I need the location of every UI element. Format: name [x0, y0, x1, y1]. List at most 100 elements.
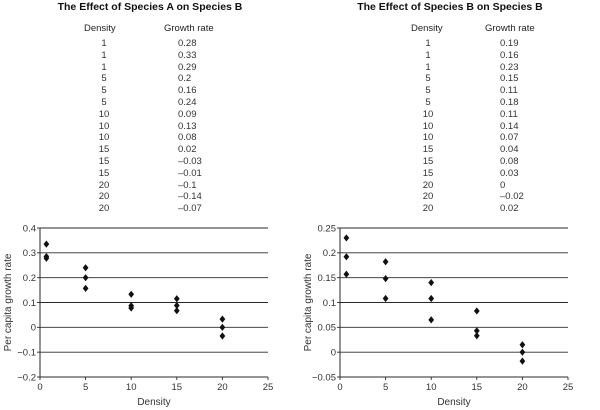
table-cell-growth-rate: 0.23: [500, 61, 519, 73]
data-point: [343, 234, 350, 242]
x-tick-label: 15: [472, 382, 483, 393]
y-axis-label: Per capita growth rate: [303, 253, 314, 351]
table-cell-density: 5: [425, 85, 431, 97]
table-cell-density: 10: [422, 132, 434, 144]
x-axis-label: Density: [437, 397, 470, 408]
table-cell-growth-rate: 0.14: [500, 120, 519, 132]
table-cell-growth-rate: 0.13: [178, 120, 197, 132]
data-point: [82, 274, 89, 282]
table-cell-density: 10: [98, 120, 110, 132]
y-tick-label: 0.1: [23, 298, 36, 309]
table-cell-density: 15: [98, 167, 110, 179]
table-cell-density: 5: [425, 97, 431, 108]
table-cell-density: 1: [425, 49, 431, 61]
y-tick-label: −0.05: [312, 372, 336, 383]
table-title: The Effect of Species B on Species B: [357, 1, 543, 13]
data-point: [382, 258, 389, 266]
table-cell-density: 20: [98, 203, 110, 215]
table-cell-density: 5: [101, 97, 107, 108]
table-cell-density: 10: [422, 108, 434, 120]
y-tick-label: 0.4: [23, 223, 36, 234]
x-tick-label: 5: [83, 382, 88, 393]
column-header-density: Density: [84, 23, 116, 34]
data-point: [343, 270, 350, 278]
y-tick-label: 0.3: [23, 248, 36, 259]
table-cell-density: 20: [422, 203, 434, 215]
data-point: [519, 357, 526, 365]
y-tick-label: 0.25: [318, 223, 337, 234]
table-cell-growth-rate: 0: [500, 179, 506, 191]
table-cell-growth-rate: 0.02: [178, 144, 197, 156]
y-tick-label: 0.05: [318, 323, 337, 334]
data-point: [173, 295, 180, 303]
table-cell-density: 20: [422, 191, 434, 203]
table-cell-density: 1: [425, 38, 431, 49]
table-cell-density: 15: [98, 144, 110, 156]
y-tick-label: 0.2: [23, 273, 36, 284]
y-tick-label: 0.15: [318, 273, 337, 284]
species-a-panel: The Effect of Species A on Species B Den…: [3, 1, 274, 408]
x-tick-label: 25: [263, 382, 274, 393]
data-point: [82, 264, 89, 272]
column-header-growth-rate: Growth rate: [485, 23, 535, 34]
data-point: [519, 348, 526, 356]
y-tick-label: 0.1: [323, 298, 336, 309]
table-cell-growth-rate: 0.29: [178, 61, 197, 73]
table-cell-growth-rate: 0.33: [178, 49, 197, 61]
table-cell-growth-rate: –0.1: [178, 179, 197, 191]
table-cell-growth-rate: 0.28: [178, 38, 197, 49]
table-cell-growth-rate: 0.16: [178, 85, 197, 97]
table-cell-density: 1: [101, 49, 107, 61]
y-tick-label: −0.1: [17, 347, 36, 358]
species-b-panel: The Effect of Species B on Species B Den…: [300, 0, 600, 410]
scatter-plot: −0.2 −0.1 0 0.1 0.2 0.3 0.4 0 5 10 15 20 25 Density Pe…: [3, 223, 274, 408]
x-tick-label: 25: [563, 382, 574, 393]
y-tick-label: 0.2: [323, 248, 336, 259]
table-cell-density: 1: [101, 38, 107, 49]
table-cell-growth-rate: 0.2: [178, 73, 192, 85]
table-cell-growth-rate: –0.07: [178, 203, 202, 215]
table-cell-growth-rate: 0.02: [500, 203, 519, 215]
table-cell-density: 1: [425, 61, 431, 73]
data-point: [473, 332, 480, 340]
data-point: [473, 327, 480, 335]
table-cell-growth-rate: 0.07: [500, 132, 519, 144]
data-point: [128, 290, 135, 298]
data-point: [219, 315, 226, 323]
y-axis-label: Per capita growth rate: [3, 253, 14, 351]
data-point: [343, 253, 350, 261]
table-cell-density: 10: [98, 132, 110, 144]
y-tick-label: 0: [31, 323, 36, 334]
column-header-growth-rate: Growth rate: [164, 23, 214, 34]
data-point: [519, 341, 526, 349]
table-cell-growth-rate: 0.09: [178, 108, 197, 120]
data-point: [382, 294, 389, 303]
x-tick-label: 0: [37, 382, 42, 393]
table-cell-density: 15: [422, 144, 434, 156]
data-point: [473, 307, 480, 315]
data-point: [428, 294, 435, 303]
table-cell-growth-rate: 0.08: [178, 132, 197, 144]
table-cell-density: 20: [98, 179, 110, 191]
table-cell-growth-rate: 0.03: [500, 167, 519, 179]
table-cell-density: 5: [101, 73, 107, 85]
data-point: [82, 284, 89, 292]
table-cell-growth-rate: 0.19: [500, 38, 519, 49]
x-tick-label: 20: [217, 382, 228, 393]
table-title: The Effect of Species A on Species B: [57, 1, 243, 13]
table-cell-growth-rate: –0.01: [178, 167, 202, 179]
data-point: [382, 275, 389, 283]
x-tick-label: 10: [126, 382, 137, 393]
table-cell-density: 1: [101, 61, 107, 73]
x-tick-label: 5: [383, 382, 388, 393]
column-header-density: Density: [411, 23, 443, 34]
table-cell-density: 20: [98, 191, 110, 203]
table-cell-density: 15: [98, 156, 110, 167]
table-cell-density: 10: [422, 120, 434, 132]
table-cell-density: 20: [422, 179, 434, 191]
x-tick-label: 15: [172, 382, 183, 393]
table-cell-growth-rate: 0.11: [500, 108, 518, 120]
table-cell-growth-rate: 0.11: [500, 85, 518, 97]
table-cell-growth-rate: 0.16: [500, 49, 519, 61]
